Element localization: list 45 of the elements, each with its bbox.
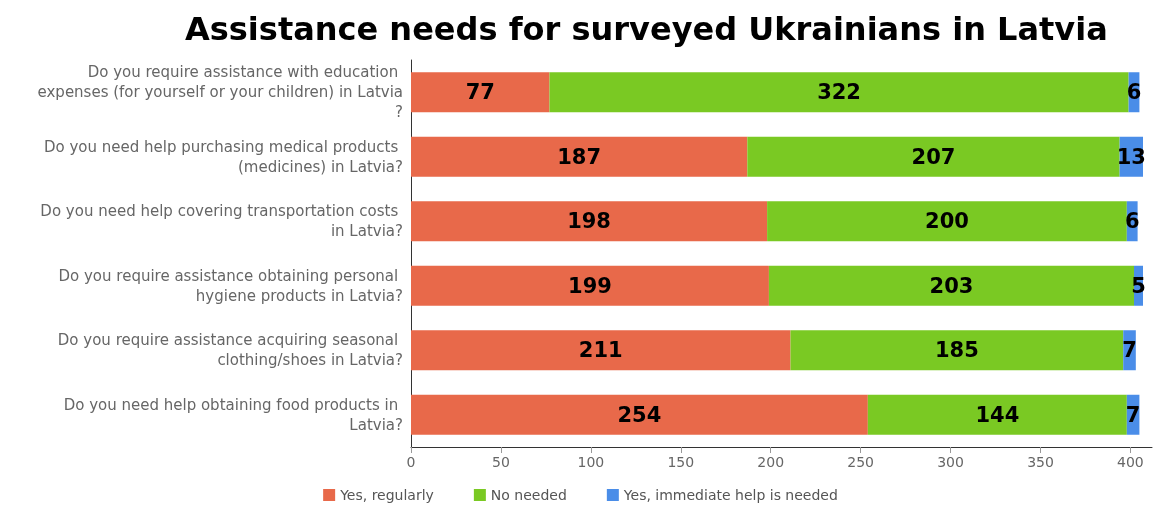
y-tick-label: Do you need help covering transportation costs in Latvia? xyxy=(40,202,403,241)
data-label: 187 xyxy=(557,144,602,169)
bar xyxy=(790,330,1124,371)
x-tick-label: 150 xyxy=(667,454,695,470)
x-tick-label: 0 xyxy=(406,454,416,470)
legend-label: Yes, immediate help is needed xyxy=(622,487,838,503)
legend-label: No needed xyxy=(490,487,567,503)
bar xyxy=(411,265,769,306)
data-label: 144 xyxy=(975,402,1020,427)
data-label: 198 xyxy=(567,209,611,234)
y-tick-label: Do you need help purchasing medical products (medicines) in Latvia? xyxy=(43,137,403,176)
data-label: 200 xyxy=(925,209,969,234)
bar xyxy=(549,72,1129,113)
x-tick-label: 200 xyxy=(757,454,785,470)
chart-title: Assistance needs for surveyed Ukrainians in Latvia xyxy=(185,10,1108,48)
x-tick-label: 300 xyxy=(937,454,964,470)
bar xyxy=(767,201,1127,242)
bar xyxy=(411,136,748,177)
data-label: 77 xyxy=(465,80,495,105)
data-label: 7 xyxy=(1125,402,1141,427)
data-label: 211 xyxy=(578,338,623,363)
data-label: 199 xyxy=(568,273,612,298)
y-tick-label: Do you require assistance obtaining personal hygiene products in Latvia? xyxy=(58,266,403,305)
data-label: 322 xyxy=(817,80,861,105)
bar xyxy=(411,201,768,242)
x-tick-label: 350 xyxy=(1027,454,1054,470)
bar xyxy=(411,394,868,435)
x-tick-label: 250 xyxy=(847,454,874,470)
data-label: 207 xyxy=(911,144,956,169)
x-tick-label: 50 xyxy=(492,454,510,470)
data-label: 254 xyxy=(617,402,662,427)
data-label: 7 xyxy=(1122,338,1137,363)
x-tick-label: 400 xyxy=(1117,454,1144,470)
bar xyxy=(411,330,791,371)
x-tick-label: 100 xyxy=(577,454,605,470)
y-tick-label: Do you require assistance acquiring seasonal clothing/shoes in Latvia? xyxy=(57,331,403,370)
legend-label: Yes, regularly xyxy=(339,487,434,503)
bar xyxy=(768,265,1135,306)
y-tick-label: Do you need help obtaining food products in Latvia? xyxy=(63,395,403,434)
data-label: 185 xyxy=(934,338,979,363)
bar xyxy=(411,72,550,113)
data-label: 203 xyxy=(929,273,974,298)
bar xyxy=(867,394,1127,435)
bar xyxy=(747,136,1120,177)
y-tick-label: Do you require assistance with education expenses (for yourself or your children) in Latvia? xyxy=(37,63,403,122)
